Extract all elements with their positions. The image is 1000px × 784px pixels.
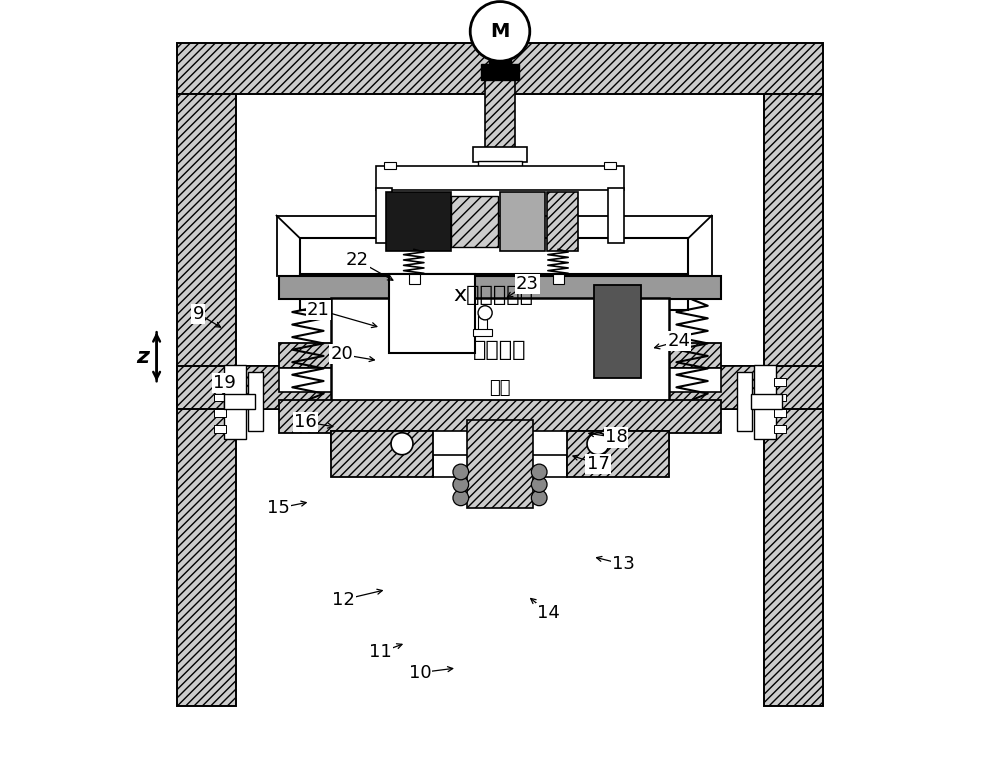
Bar: [376, 188, 392, 243]
Circle shape: [587, 433, 609, 455]
Text: 18: 18: [605, 429, 627, 446]
Bar: [214, 425, 226, 433]
Bar: [467, 420, 533, 508]
Bar: [774, 394, 786, 401]
Bar: [774, 409, 786, 417]
Bar: [177, 94, 236, 706]
Bar: [751, 394, 782, 409]
Text: 16: 16: [294, 413, 317, 430]
Circle shape: [453, 477, 469, 492]
Bar: [236, 366, 334, 409]
Bar: [279, 368, 721, 392]
Bar: [433, 455, 567, 477]
Bar: [604, 162, 616, 169]
Bar: [481, 64, 519, 80]
Bar: [409, 274, 420, 284]
Bar: [300, 238, 688, 276]
Text: 9: 9: [192, 305, 204, 322]
Text: 10: 10: [409, 664, 431, 681]
Bar: [177, 43, 823, 94]
Text: 12: 12: [332, 591, 355, 608]
Text: 21: 21: [307, 301, 330, 318]
Bar: [389, 274, 475, 353]
Bar: [478, 161, 522, 169]
Circle shape: [391, 433, 413, 455]
Bar: [737, 372, 752, 431]
Text: 19: 19: [213, 374, 235, 391]
Bar: [485, 80, 515, 149]
Bar: [224, 394, 255, 409]
Bar: [666, 366, 764, 409]
Bar: [279, 276, 721, 299]
Bar: [331, 431, 669, 456]
Bar: [567, 431, 669, 477]
Bar: [331, 431, 433, 477]
Circle shape: [531, 490, 547, 506]
Bar: [478, 314, 487, 331]
Text: z: z: [136, 347, 149, 367]
Bar: [376, 166, 624, 190]
Bar: [473, 329, 492, 336]
Bar: [500, 192, 545, 251]
Bar: [764, 94, 823, 706]
Text: 24: 24: [667, 332, 690, 350]
Circle shape: [531, 477, 547, 492]
Bar: [473, 147, 527, 162]
Bar: [451, 196, 498, 247]
Bar: [547, 192, 578, 251]
Circle shape: [470, 2, 530, 61]
Text: 20: 20: [330, 346, 353, 363]
Text: 22: 22: [346, 252, 369, 269]
Circle shape: [453, 490, 469, 506]
Bar: [214, 394, 226, 401]
Bar: [300, 274, 688, 310]
Text: 转轴: 转轴: [489, 379, 511, 397]
Bar: [214, 409, 226, 417]
Bar: [594, 285, 641, 378]
Bar: [177, 366, 823, 409]
Text: 11: 11: [369, 644, 392, 661]
Circle shape: [453, 464, 469, 480]
Text: x向运动平台: x向运动平台: [454, 285, 534, 305]
Bar: [774, 425, 786, 433]
Text: 13: 13: [612, 556, 635, 573]
Text: 15: 15: [267, 499, 290, 517]
Bar: [331, 298, 669, 401]
Text: 23: 23: [516, 275, 539, 292]
Bar: [279, 343, 721, 368]
Text: 力传感器: 力传感器: [473, 339, 527, 360]
Bar: [279, 400, 721, 433]
Bar: [774, 378, 786, 386]
Text: M: M: [490, 22, 510, 41]
Text: 14: 14: [537, 604, 560, 622]
Bar: [489, 29, 511, 67]
Text: 17: 17: [587, 456, 609, 473]
Bar: [248, 372, 263, 431]
Circle shape: [531, 464, 547, 480]
Bar: [224, 365, 246, 439]
Bar: [384, 162, 396, 169]
Bar: [754, 365, 776, 439]
Circle shape: [478, 306, 492, 320]
Bar: [553, 274, 564, 284]
Bar: [214, 378, 226, 386]
Bar: [386, 192, 451, 251]
Bar: [608, 188, 624, 243]
